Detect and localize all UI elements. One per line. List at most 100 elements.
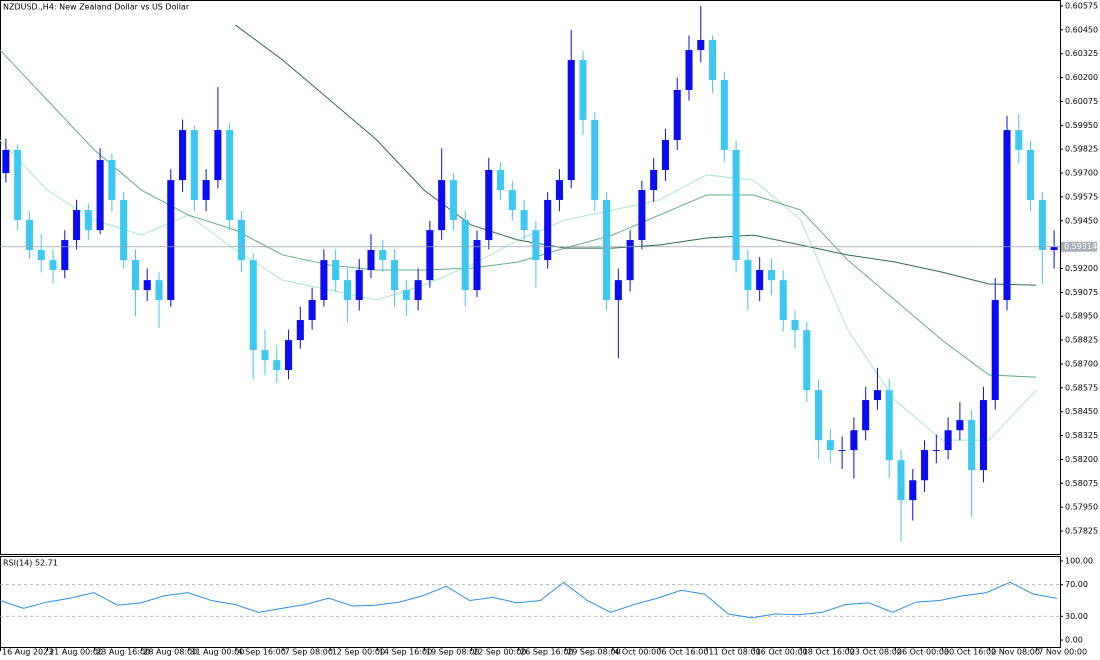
x-tick-label: 16 Aug 2023	[2, 648, 53, 657]
y-tick-label: 0.58575	[1065, 383, 1098, 392]
candle-body	[131, 260, 139, 291]
candle-body	[850, 430, 858, 451]
y-tick-label: 0.58325	[1065, 431, 1098, 440]
candle-body	[296, 320, 304, 341]
candle-body	[73, 210, 81, 241]
candle-body	[143, 280, 151, 291]
candle-body	[603, 199, 611, 301]
candle-body	[1027, 149, 1035, 200]
candle-body	[873, 390, 881, 401]
candle-body	[1050, 246, 1058, 250]
candle-body	[979, 400, 987, 471]
y-tick-label: 0.57825	[1065, 527, 1098, 536]
candle-body	[921, 450, 929, 481]
candle-body	[190, 130, 198, 200]
x-tick-label: 30 Oct 16:00	[944, 648, 996, 657]
x-tick-label: 2 Nov 08:00	[991, 648, 1040, 657]
y-tick-label: 0.59950	[1065, 121, 1098, 130]
candle-body	[84, 210, 92, 231]
last-price-label: 0.59314	[1064, 242, 1097, 251]
y-tick-label: 0.58950	[1065, 312, 1098, 321]
x-tick-label: 26 Sep 16:00	[520, 648, 573, 657]
x-tick-label: 18 Oct 16:00	[803, 648, 855, 657]
x-tick-label: 26 Oct 00:00	[897, 648, 949, 657]
candle-body	[308, 300, 316, 321]
candle-body	[968, 420, 976, 471]
candle-body	[956, 420, 964, 431]
candle-body	[402, 290, 410, 301]
x-tick-label: 6 Oct 16:00	[661, 648, 708, 657]
candle-body	[520, 210, 528, 231]
candle-body	[37, 249, 45, 261]
candle-body	[497, 169, 505, 191]
candle-body	[14, 149, 22, 221]
candle-body	[414, 280, 422, 301]
y-tick-label: 0.58700	[1065, 359, 1098, 368]
candle-body	[61, 240, 69, 271]
candle-body	[167, 180, 175, 301]
y-tick-label: 70.00	[1065, 580, 1088, 589]
x-tick-label: 16 Oct 00:00	[756, 648, 808, 657]
y-tick-label: 100.00	[1065, 556, 1093, 565]
candle-body	[579, 59, 587, 120]
y-tick-label: 0.60575	[1065, 1, 1098, 10]
x-tick-label: 29 Sep 08:00	[567, 648, 620, 657]
candle-body	[120, 199, 128, 261]
candle-body	[720, 80, 728, 150]
candle-body	[932, 450, 940, 452]
candle-body	[343, 280, 351, 301]
candle-body	[650, 169, 658, 191]
candle-body	[767, 270, 775, 281]
chart-title: NZDUSD.,H4: New Zealand Dollar vs US Dol…	[3, 3, 190, 12]
y-tick-label: 0.58825	[1065, 336, 1098, 345]
candle-body	[555, 180, 563, 200]
candle-body	[638, 190, 646, 241]
y-tick-label: 0.58450	[1065, 407, 1098, 416]
candle-body	[449, 180, 457, 221]
candle-body	[591, 119, 599, 200]
y-tick-label: 0.58200	[1065, 455, 1098, 464]
candle-body	[815, 390, 823, 441]
rsi-line	[0, 581, 1058, 619]
candle-body	[367, 249, 375, 271]
candle-body	[473, 240, 481, 291]
rsi-frame	[0, 556, 1061, 648]
y-tick-label: 0.59575	[1065, 192, 1098, 201]
rsi-title: RSI(14) 52.71	[3, 559, 58, 568]
candle-body	[508, 190, 516, 211]
candle-body	[426, 230, 434, 281]
candle-body	[779, 280, 787, 321]
candle-body	[355, 270, 363, 301]
candle-body	[320, 260, 328, 301]
candle-body	[155, 280, 163, 301]
moving-average	[0, 49, 1037, 378]
candle-body	[897, 460, 905, 501]
moving-average	[235, 24, 1037, 286]
candle-body	[49, 260, 57, 271]
candle-body	[567, 59, 575, 181]
candle-body	[673, 89, 681, 141]
candle-body	[791, 320, 799, 331]
x-tick-label: 7 Nov 00:00	[1038, 648, 1087, 657]
candle-body	[614, 280, 622, 301]
last-price-box	[1061, 241, 1097, 252]
y-tick-label: 0.57950	[1065, 503, 1098, 512]
candle-body	[2, 149, 10, 174]
main-frame	[0, 0, 1061, 555]
x-tick-label: 12 Sep 00:00	[332, 648, 385, 657]
candle-body	[285, 340, 293, 371]
candle-body	[532, 230, 540, 261]
candle-body	[838, 450, 846, 452]
candle-body	[1038, 199, 1046, 250]
x-tick-label: 22 Sep 00:00	[473, 648, 526, 657]
candle-body	[438, 180, 446, 231]
candle-body	[826, 440, 834, 451]
candle-body	[1015, 130, 1023, 150]
x-tick-label: 14 Sep 16:00	[379, 648, 432, 657]
x-tick-label: 19 Sep 08:00	[426, 648, 479, 657]
candle-body	[96, 160, 104, 231]
candle-body	[179, 130, 187, 181]
candle-body	[697, 39, 705, 51]
y-tick-label: 0.59075	[1065, 288, 1098, 297]
